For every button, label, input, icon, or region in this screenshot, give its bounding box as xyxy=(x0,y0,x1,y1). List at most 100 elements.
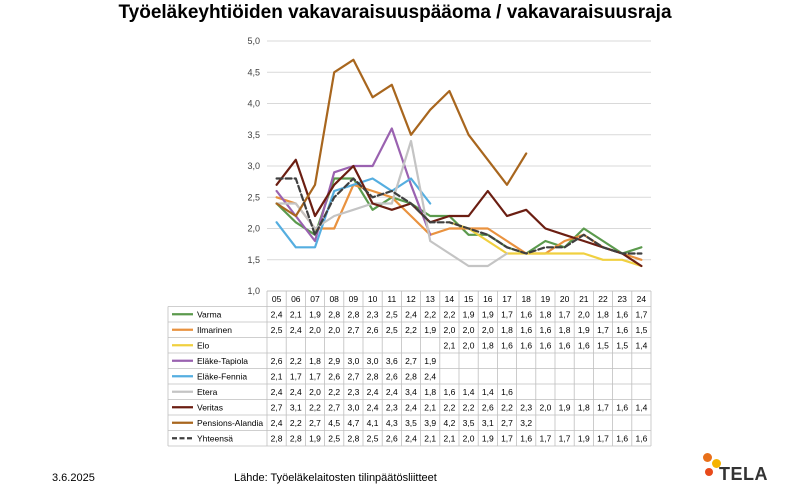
legend-label: Elo xyxy=(197,340,210,350)
data-label: 2,7 xyxy=(501,418,513,428)
data-label: 2,0 xyxy=(463,433,475,443)
y-tick-label: 1,5 xyxy=(247,255,260,265)
data-label: 2,0 xyxy=(309,325,321,335)
data-label: 1,6 xyxy=(616,433,628,443)
data-label: 2,0 xyxy=(328,325,340,335)
data-label: 2,4 xyxy=(290,325,302,335)
data-label: 2,0 xyxy=(578,309,590,319)
series-line-veritas xyxy=(277,160,642,266)
data-label: 2,1 xyxy=(424,402,436,412)
x-tick-label: 10 xyxy=(368,294,378,304)
x-tick-label: 12 xyxy=(406,294,416,304)
x-tick-label: 08 xyxy=(329,294,339,304)
data-label: 2,8 xyxy=(347,433,359,443)
data-label: 2,2 xyxy=(309,402,321,412)
data-label: 2,5 xyxy=(271,325,283,335)
x-tick-label: 11 xyxy=(387,294,396,304)
data-label: 2,1 xyxy=(424,433,436,443)
data-label: 3,1 xyxy=(290,402,302,412)
data-label: 2,8 xyxy=(367,371,379,381)
data-label: 2,7 xyxy=(347,371,359,381)
data-label: 3,0 xyxy=(347,402,359,412)
x-tick-label: 13 xyxy=(425,294,435,304)
data-label: 2,2 xyxy=(290,418,302,428)
data-label: 2,8 xyxy=(271,433,283,443)
data-label: 1,6 xyxy=(539,325,551,335)
data-label: 1,8 xyxy=(309,356,321,366)
legend-label: Eläke-Tapiola xyxy=(197,356,248,366)
line-chart: 1,0 1,5 2,0 2,5 3,0 3,5 4,0 4,5 5,0 05 06 07 08 09 10… xyxy=(0,0,790,470)
data-label: 3,0 xyxy=(347,356,359,366)
data-label: 1,9 xyxy=(482,309,494,319)
data-label: 2,0 xyxy=(463,325,475,335)
data-label: 4,5 xyxy=(328,418,340,428)
y-tick-label: 4,0 xyxy=(247,99,260,109)
data-label: 1,7 xyxy=(290,371,302,381)
legend-label: Ilmarinen xyxy=(197,325,232,335)
data-label: 2,7 xyxy=(309,418,321,428)
x-tick-label: 15 xyxy=(464,294,474,304)
data-label: 1,8 xyxy=(597,309,609,319)
data-label: 2,7 xyxy=(405,356,417,366)
data-label: 2,7 xyxy=(328,402,340,412)
data-label: 2,3 xyxy=(386,402,398,412)
data-label: 1,9 xyxy=(309,309,321,319)
x-tick-label: 23 xyxy=(617,294,627,304)
x-tick-label: 20 xyxy=(560,294,570,304)
data-label: 1,9 xyxy=(424,356,436,366)
data-label: 2,6 xyxy=(328,371,340,381)
y-tick-label: 3,5 xyxy=(247,130,260,140)
data-label: 2,6 xyxy=(482,402,494,412)
logo-dot-1 xyxy=(703,453,712,462)
data-label: 2,5 xyxy=(386,309,398,319)
data-label: 1,9 xyxy=(482,433,494,443)
data-label: 1,9 xyxy=(463,309,475,319)
data-label: 1,6 xyxy=(616,402,628,412)
data-label: 2,1 xyxy=(443,433,455,443)
data-label: 2,3 xyxy=(367,309,379,319)
data-label: 3,5 xyxy=(463,418,475,428)
data-label: 1,7 xyxy=(597,402,609,412)
data-label: 1,7 xyxy=(559,433,571,443)
data-label: 2,1 xyxy=(443,340,455,350)
data-label: 4,7 xyxy=(347,418,359,428)
data-label: 1,5 xyxy=(635,325,647,335)
data-label: 2,3 xyxy=(520,402,532,412)
data-label: 1,6 xyxy=(501,340,513,350)
data-label: 4,1 xyxy=(367,418,379,428)
data-label: 1,6 xyxy=(520,433,532,443)
data-label: 1,6 xyxy=(616,325,628,335)
data-label: 3,0 xyxy=(367,356,379,366)
data-label: 3,5 xyxy=(405,418,417,428)
x-tick-label: 09 xyxy=(349,294,359,304)
data-label: 3,4 xyxy=(405,387,417,397)
y-tick-label: 1,0 xyxy=(247,286,260,296)
data-label: 2,2 xyxy=(443,309,455,319)
data-label: 1,9 xyxy=(578,325,590,335)
legend-label: Veritas xyxy=(197,402,223,412)
data-label: 2,2 xyxy=(290,356,302,366)
x-tick-label: 16 xyxy=(483,294,493,304)
data-label: 1,4 xyxy=(463,387,475,397)
legend-label: Yhteensä xyxy=(197,433,233,443)
footer-source: Lähde: Työeläkelaitosten tilinpäätösliit… xyxy=(234,472,437,484)
data-label: 1,7 xyxy=(559,309,571,319)
x-tick-label: 19 xyxy=(541,294,551,304)
data-label: 2,6 xyxy=(386,371,398,381)
data-label: 1,7 xyxy=(501,433,513,443)
data-label: 2,2 xyxy=(424,309,436,319)
data-label: 1,4 xyxy=(635,402,647,412)
x-tick-label: 21 xyxy=(579,294,589,304)
data-label: 2,2 xyxy=(405,325,417,335)
data-label: 1,7 xyxy=(635,309,647,319)
x-tick-label: 17 xyxy=(502,294,512,304)
x-tick-label: 14 xyxy=(445,294,455,304)
y-tick-label: 4,5 xyxy=(247,67,260,77)
x-tick-label: 06 xyxy=(291,294,301,304)
y-tick-label: 2,5 xyxy=(247,192,260,202)
data-label: 1,4 xyxy=(635,340,647,350)
data-label: 2,0 xyxy=(463,340,475,350)
data-label: 2,2 xyxy=(501,402,513,412)
data-label: 1,8 xyxy=(578,402,590,412)
data-label: 2,4 xyxy=(271,387,283,397)
